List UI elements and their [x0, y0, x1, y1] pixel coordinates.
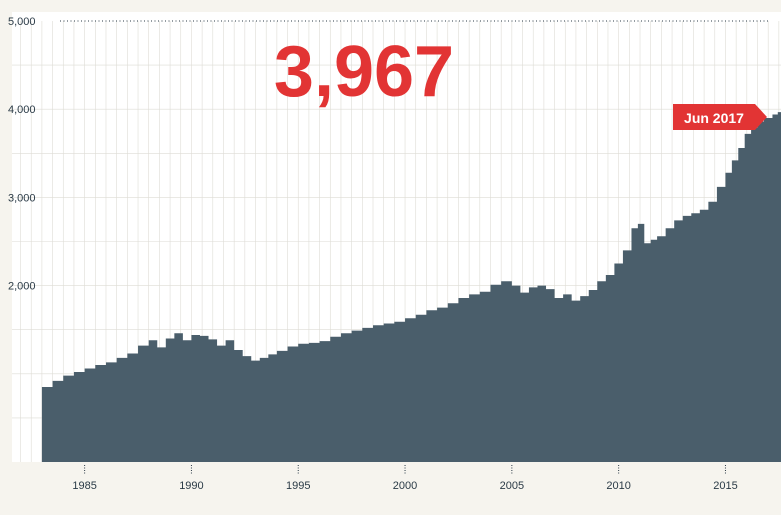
x-tick-label: 2010: [606, 480, 630, 492]
x-tick-label: 1990: [179, 480, 203, 492]
headline-value: 3,967: [274, 32, 454, 112]
x-tick-label: 2000: [393, 480, 417, 492]
date-badge-pointer: [755, 104, 767, 130]
series-area: [41, 112, 781, 462]
x-axis-ticks: 1985 1990 1995 2000 2005 2010 2015: [72, 465, 738, 492]
date-badge-background: [673, 104, 755, 130]
y-tick-label: 4,000: [8, 104, 36, 116]
y-axis-ticks: 2,000 3,000 4,000 5,000: [8, 16, 36, 293]
date-badge: Jun 2017: [673, 104, 767, 130]
x-tick-label: 1985: [72, 480, 96, 492]
y-tick-label: 3,000: [8, 192, 36, 204]
date-badge-label: Jun 2017: [684, 110, 744, 126]
y-tick-label: 5,000: [8, 16, 36, 28]
x-tick-label: 2015: [713, 480, 737, 492]
x-tick-label: 2005: [500, 480, 524, 492]
x-tick-label: 1995: [286, 480, 310, 492]
y-tick-label: 2,000: [8, 281, 36, 293]
